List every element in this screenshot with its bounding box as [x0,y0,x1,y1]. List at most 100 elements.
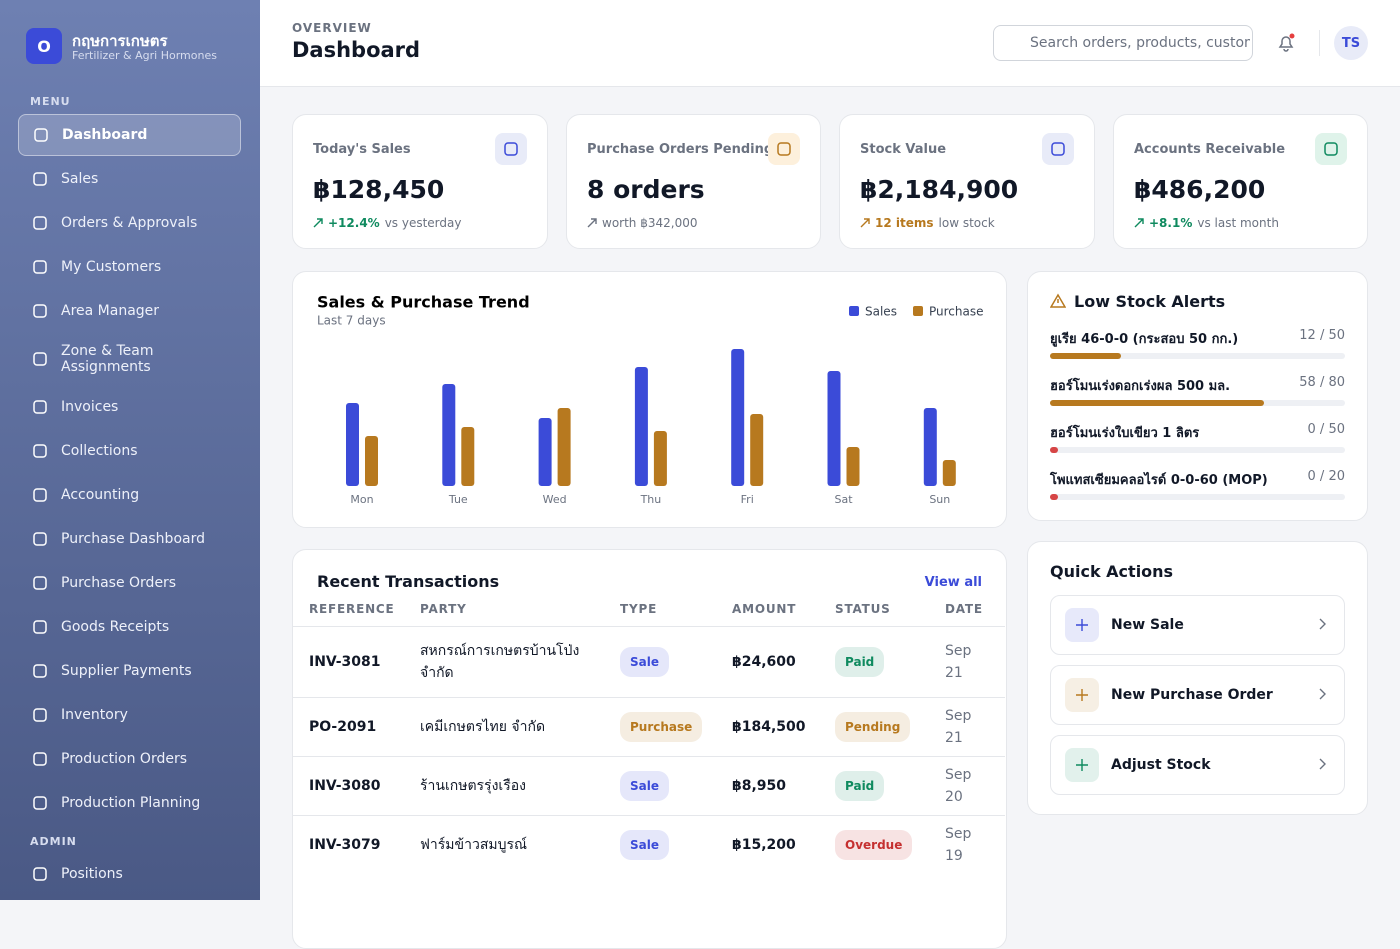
progress-bar [1050,447,1058,453]
page-title: Dashboard [292,38,421,62]
quick-actions-card: Quick Actions New Sale New Purchase Order… [1027,541,1368,815]
kpi-note: +8.1% vs last month [1134,216,1279,230]
x-tick-label: Wed [543,493,567,506]
nav-item[interactable]: My Customers [18,246,241,288]
progress-track [1050,447,1345,453]
status-badge: Paid [835,647,885,677]
plus-icon [1065,608,1099,642]
amount: ฿8,950 [732,778,787,794]
progress-bar [1050,400,1264,406]
nav-item[interactable]: Positions [18,853,241,895]
nav-label: Sales [61,171,99,187]
icon-shape [34,128,48,142]
cell: Sale [620,816,720,874]
nav-item[interactable]: Zone & Team Assignments [18,334,241,384]
icon-shape [33,708,47,722]
cell: ฿24,600 [732,627,832,697]
kpi-note: worth ฿342,000 [587,216,697,230]
status-badge: Overdue [835,830,913,860]
kpi-note-text: vs last month [1197,216,1279,230]
progress-track [1050,353,1345,359]
bar [346,403,359,486]
nav-label: Purchase Dashboard [61,531,205,547]
item-name: ยูเรีย 46-0-0 (กระสอบ 50 กก.) [1050,332,1239,347]
action-label: New Purchase Order [1111,687,1273,703]
icon-shape [33,867,47,881]
cell: ฿8,950 [732,757,832,815]
chevron [1319,618,1326,630]
reference: INV-3081 [309,654,381,670]
column-header: TYPE [620,602,658,616]
icon [33,796,47,810]
item-level: 0 / 20 [1307,469,1345,484]
item-level: 58 / 80 [1299,375,1345,390]
brand: กฤษการเกษตร [72,32,168,50]
bar [538,418,552,486]
notifications[interactable] [1276,33,1296,53]
nav-item[interactable]: Goods Receipts [18,606,241,648]
column-header: PARTY [420,602,467,616]
icon-shape [33,444,47,458]
bar [557,408,571,486]
nav-item[interactable]: Purchase Orders [18,562,241,604]
date: Sep 21 [945,708,972,746]
table-row[interactable]: INV-3081 สหกรณ์การเกษตรบ้านโป่ง จำกัด Sale… [293,626,1005,697]
nav-item[interactable]: Sales [18,158,241,200]
bar [653,431,667,486]
tagline: Fertilizer & Agri Hormones [72,49,217,62]
low-stock-card: Low Stock Alerts ยูเรีย 46-0-0 (กระสอบ 5… [1027,271,1368,521]
item-name: ฮอร์โมนเร่งใบเขียว 1 ลิตร [1050,426,1200,441]
view-all[interactable]: View all [924,575,982,590]
bar [634,367,648,486]
icon [1051,142,1065,156]
icon [1324,142,1338,156]
icon [33,488,47,502]
icon [33,260,47,274]
kpi-note-text: vs yesterday [384,216,462,230]
nav-item[interactable]: Collections [18,430,241,472]
nav-label: Area Manager [61,303,160,319]
nav-item[interactable]: Supplier Payments [18,650,241,692]
nav-item[interactable]: Purchase Dashboard [18,518,241,560]
nav-item[interactable]: Area Manager [18,290,241,332]
cell: PO-2091 [309,698,409,756]
nav-item[interactable]: Dashboard [18,114,241,156]
avatar[interactable]: TS [1334,26,1368,60]
icon [33,444,47,458]
icon [33,620,47,634]
bar [442,384,456,486]
nav-item[interactable]: Production Orders [18,738,241,780]
quick-action[interactable]: New Purchase Order [1050,665,1345,725]
nav-item[interactable]: Orders & Approvals [18,202,241,244]
action-label: New Sale [1111,617,1184,633]
kpi-card: Stock Value ฿2,184,900 12 items low stock [839,114,1095,249]
quick-action[interactable]: New Sale [1050,595,1345,655]
table-row[interactable]: INV-3079 ฟาร์มข้าวสมบูรณ์ Sale ฿15,200 Overd… [293,815,1005,874]
card-title: Quick Actions [1050,562,1174,581]
cell: Paid [835,627,935,697]
icon [33,708,47,722]
icon-shape [33,664,47,678]
nav-item[interactable]: Invoices [18,386,241,428]
cell: สหกรณ์การเกษตรบ้านโป่ง จำกัด [420,627,600,697]
nav-item[interactable]: Production Planning [18,782,241,824]
nav-item[interactable]: Accounting [18,474,241,516]
x-tick-label: Tue [448,493,468,506]
chart: Sales & Purchase Trend Last 7 days Sales… [317,293,984,507]
kpi-delta: +8.1% [1149,216,1193,230]
plus [1076,689,1088,701]
logo: O [26,28,62,64]
kpi-value: ฿128,450 [313,175,445,204]
nav-item[interactable]: Inventory [18,694,241,736]
table-row[interactable]: INV-3080 ร้านเกษตรรุ่งเรือง Sale ฿8,950 Paid… [293,756,1005,815]
kpi-label: Today's Sales [313,142,411,157]
date: Sep 19 [945,826,972,864]
icon [777,142,791,156]
status-badge: Pending [835,712,911,742]
search[interactable] [993,25,1253,61]
icon [33,532,47,546]
date: Sep 20 [945,767,972,805]
quick-action[interactable]: Adjust Stock [1050,735,1345,795]
table-row[interactable]: PO-2091 เคมีเกษตรไทย จำกัด Purchase ฿184,50… [293,697,1005,756]
party: เคมีเกษตรไทย จำกัด [420,719,546,735]
